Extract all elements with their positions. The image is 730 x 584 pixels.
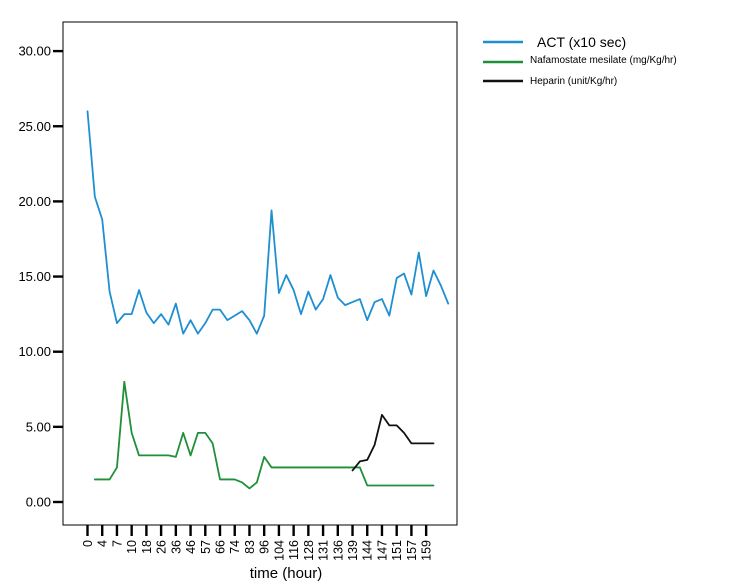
legend-label-nafamostat: Nafamostate mesilate (mg/Kg/hr) bbox=[530, 55, 677, 66]
x-tick-label: 131 bbox=[317, 540, 331, 561]
y-tick-label: 25.00 bbox=[18, 119, 51, 134]
legend-label-act: ACT (x10 sec) bbox=[537, 34, 626, 50]
series-group bbox=[86, 110, 450, 490]
x-tick-label: 159 bbox=[420, 540, 434, 561]
x-tick-label: 7 bbox=[110, 540, 124, 547]
y-tick-label: 30.00 bbox=[18, 44, 51, 59]
x-tick-label: 139 bbox=[346, 540, 360, 561]
x-tick-label: 57 bbox=[199, 540, 213, 554]
y-tick-label: 5.00 bbox=[26, 419, 51, 434]
x-tick-label: 136 bbox=[331, 540, 345, 561]
series-line-heparin bbox=[351, 413, 435, 472]
x-tick-label: 0 bbox=[81, 540, 95, 547]
x-tick-label: 96 bbox=[258, 540, 272, 554]
x-tick-label: 144 bbox=[361, 540, 375, 561]
x-axis: 0 4 7 10 18 26 36 46 57 66 74 83 96 104 116 128 131 136 13… bbox=[81, 525, 434, 561]
x-tick-label: 104 bbox=[272, 540, 286, 561]
series-line-act bbox=[86, 110, 450, 335]
y-tick-label: 20.00 bbox=[18, 194, 51, 209]
x-tick-label: 157 bbox=[405, 540, 419, 561]
x-tick-label: 26 bbox=[155, 540, 169, 554]
x-tick-label: 36 bbox=[169, 540, 183, 554]
plot-frame bbox=[62, 21, 458, 526]
x-tick-label: 147 bbox=[375, 540, 389, 561]
x-tick-label: 83 bbox=[243, 540, 257, 554]
x-tick-label: 74 bbox=[228, 540, 242, 554]
x-tick-label: 151 bbox=[390, 540, 404, 561]
legend: ACT (x10 sec) Nafamostate mesilate (mg/K… bbox=[483, 34, 677, 87]
legend-label-heparin: Heparin (unit/Kg/hr) bbox=[530, 76, 617, 87]
y-tick-label: 15.00 bbox=[18, 269, 51, 284]
x-tick-label: 128 bbox=[302, 540, 316, 561]
x-tick-label: 46 bbox=[184, 540, 198, 554]
y-axis: 0.00 5.00 10.00 15.00 20.00 25.00 30.00 bbox=[18, 44, 63, 510]
y-tick-label: 10.00 bbox=[18, 344, 51, 359]
x-tick-label: 4 bbox=[96, 540, 110, 547]
x-tick-label: 116 bbox=[287, 540, 301, 560]
x-tick-label: 66 bbox=[214, 540, 228, 554]
y-tick-label: 0.00 bbox=[26, 495, 51, 510]
series-line-nafamostat bbox=[93, 380, 435, 490]
x-tick-label: 10 bbox=[125, 540, 139, 554]
x-tick-label: 18 bbox=[140, 540, 154, 554]
x-axis-title: time (hour) bbox=[250, 565, 323, 582]
